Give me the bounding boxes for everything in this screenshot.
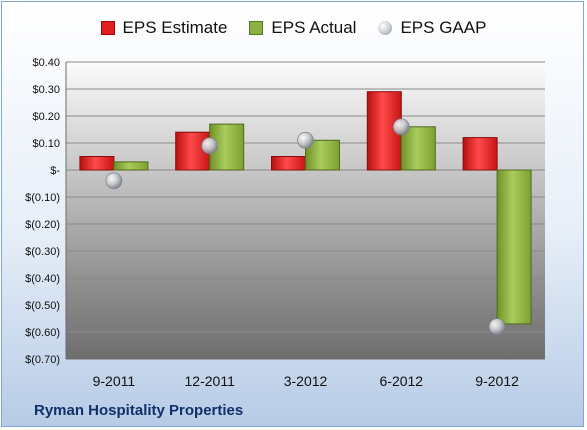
y-tick-label: $(0.60) — [25, 327, 60, 339]
x-tick-label: 6-2012 — [380, 373, 424, 389]
legend-item-actual: EPS Actual — [249, 18, 356, 38]
marker-eps-gaap — [105, 172, 123, 190]
x-tick-label: 12-2011 — [185, 373, 236, 389]
x-tick-label: 9-2012 — [475, 373, 519, 389]
y-tick-label: $(0.10) — [25, 192, 60, 204]
marker-eps-gaap — [201, 137, 219, 155]
plot-area — [66, 62, 545, 359]
legend-label-actual: EPS Actual — [271, 18, 357, 37]
bar-eps-estimate — [271, 156, 306, 171]
marker-eps-gaap — [297, 131, 314, 149]
legend-swatch-estimate — [100, 21, 115, 35]
y-tick-label: $0.20 — [32, 111, 60, 123]
marker-eps-gaap — [488, 318, 506, 336]
y-tick-label: $(0.20) — [25, 219, 60, 231]
chart-legend: EPS Estimate EPS Actual EPS GAAP — [0, 18, 587, 38]
y-tick-label: $(0.50) — [25, 300, 60, 312]
legend-label-gaap: EPS GAAP — [400, 18, 487, 37]
x-tick-label: 9-2011 — [93, 373, 136, 389]
legend-swatch-actual — [249, 21, 264, 35]
y-tick-label: $(0.40) — [25, 273, 60, 285]
y-tick-label: $(0.30) — [25, 246, 60, 258]
company-name: Ryman Hospitality Properties — [34, 402, 244, 419]
legend-label-estimate: EPS Estimate — [122, 18, 228, 37]
y-tick-label: $(0.70) — [25, 354, 60, 366]
bar-eps-estimate — [462, 137, 498, 171]
y-tick-label: $- — [50, 165, 60, 177]
y-tick-label: $0.40 — [32, 57, 60, 69]
bar-eps-estimate — [79, 156, 115, 171]
legend-item-gaap: EPS GAAP — [378, 18, 486, 38]
legend-swatch-gaap — [378, 21, 393, 35]
y-tick-label: $0.10 — [32, 138, 60, 150]
bar-eps-actual — [400, 126, 436, 171]
y-tick-label: $0.30 — [32, 84, 60, 96]
legend-item-estimate: EPS Estimate — [100, 18, 228, 38]
bar-eps-actual — [113, 161, 149, 171]
marker-eps-gaap — [392, 118, 410, 136]
bar-eps-actual — [496, 169, 532, 325]
x-tick-label: 3-2012 — [284, 373, 328, 389]
